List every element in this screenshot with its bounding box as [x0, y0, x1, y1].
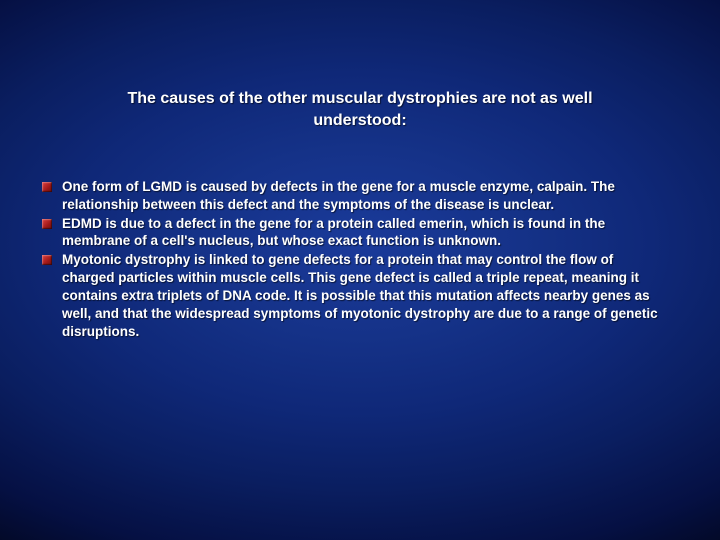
bullet-text: One form of LGMD is caused by defects in… [62, 178, 662, 214]
slide: The causes of the other muscular dystrop… [0, 0, 720, 540]
list-item: EDMD is due to a defect in the gene for … [42, 215, 662, 251]
bullet-icon [42, 219, 52, 229]
slide-content: One form of LGMD is caused by defects in… [42, 178, 662, 341]
bullet-icon [42, 255, 52, 265]
list-item: Myotonic dystrophy is linked to gene def… [42, 251, 662, 340]
bullet-text: EDMD is due to a defect in the gene for … [62, 215, 662, 251]
bullet-text: Myotonic dystrophy is linked to gene def… [62, 251, 662, 340]
list-item: One form of LGMD is caused by defects in… [42, 178, 662, 214]
slide-title: The causes of the other muscular dystrop… [0, 88, 720, 131]
bullet-icon [42, 182, 52, 192]
